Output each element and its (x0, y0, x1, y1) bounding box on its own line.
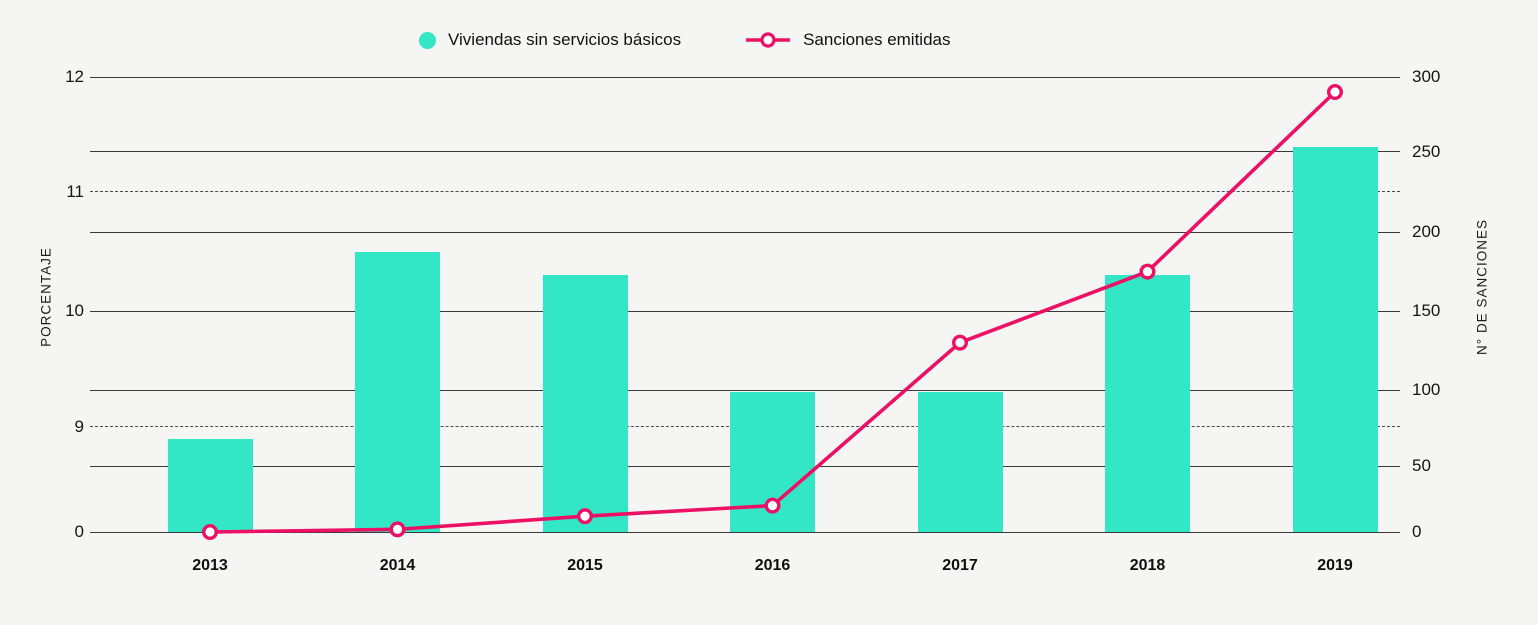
x-axis-label-2013: 2013 (192, 557, 228, 574)
left-axis-tick-label: 10 (65, 301, 84, 320)
left-axis-tick-label: 0 (74, 522, 84, 541)
gridline-sanciones-150 (90, 310, 1400, 312)
right-axis-tick-label: 150 (1412, 301, 1441, 320)
right-axis-tick-label: 0 (1412, 522, 1422, 541)
marker-2018[interactable] (1139, 263, 1156, 280)
gridline-sanciones-300 (90, 76, 1400, 78)
x-axis-label-2016: 2016 (754, 557, 791, 574)
x-axis-label-2019: 2019 (1317, 557, 1353, 574)
x-axis-label-2015: 2015 (567, 557, 603, 574)
x-axis-label-2018: 2018 (1129, 557, 1166, 574)
bar-2018[interactable] (1105, 275, 1190, 532)
marker-2017[interactable] (952, 334, 969, 351)
marker-2016[interactable] (764, 497, 781, 514)
sanciones-line-series (201, 83, 1343, 541)
marker-2015[interactable] (577, 508, 594, 525)
right-axis-tick-label: 50 (1412, 456, 1431, 476)
bar-2015[interactable] (542, 275, 628, 532)
gridline-sanciones-200 (90, 231, 1400, 233)
x-axis-label-2017: 2017 (942, 557, 978, 574)
gridline-sanciones-0 (90, 531, 1400, 533)
right-axis-tick-label: 250 (1412, 141, 1441, 161)
bar-2019[interactable] (1292, 147, 1378, 532)
marker-2014[interactable] (389, 521, 406, 538)
sanciones-line (209, 90, 1337, 534)
right-axis-tick-label: 300 (1412, 67, 1441, 86)
bar-2014[interactable] (355, 252, 440, 532)
legend-item-sanciones[interactable]: Sanciones emitidas (745, 30, 951, 50)
left-axis-tick-label: 9 (74, 416, 84, 436)
bar-2013[interactable] (167, 438, 253, 532)
right-axis-tick-label: 200 (1412, 222, 1441, 242)
marker-2019[interactable] (1326, 83, 1343, 100)
legend-line-marker-icon (746, 32, 791, 48)
legend-dot-icon (419, 31, 436, 49)
legend: Viviendas sin servicios básicos Sancione… (419, 30, 951, 50)
gridline-sanciones-100 (90, 389, 1400, 391)
x-axis-label-2014: 2014 (379, 557, 416, 574)
legend-label-sanciones: Sanciones emitidas (803, 30, 951, 49)
right-axis-tick-label: 100 (1412, 380, 1441, 400)
bar-2017[interactable] (917, 392, 1003, 532)
left-axis-tick-label: 11 (66, 181, 84, 201)
legend-label-viviendas: Viviendas sin servicios básicos (448, 30, 682, 49)
left-axis-tick-label: 12 (65, 67, 84, 86)
gridline-porcentaje-11 (90, 191, 1400, 193)
gridline-sanciones-250 (90, 151, 1400, 153)
legend-item-viviendas[interactable]: Viviendas sin servicios básicos (419, 30, 681, 50)
marker-2013[interactable] (201, 524, 218, 541)
